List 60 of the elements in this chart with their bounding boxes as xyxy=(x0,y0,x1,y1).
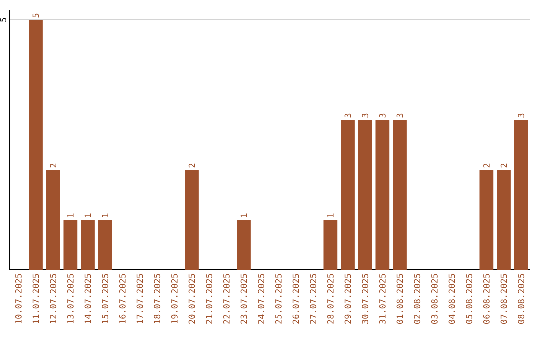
data-label: 1 xyxy=(68,214,74,218)
data-label: 3 xyxy=(362,114,369,118)
x-tick-label: 14.07.2025 xyxy=(84,274,92,324)
bar xyxy=(46,170,60,270)
data-label: 1 xyxy=(102,214,108,218)
x-tick-label: 20.07.2025 xyxy=(188,274,196,324)
x-tick-label: 16.07.2025 xyxy=(119,274,126,324)
data-label: 1 xyxy=(328,214,334,218)
x-tick-label: 28.07.2025 xyxy=(327,274,334,324)
x-tick-label: 21.07.2025 xyxy=(206,274,213,324)
x-tick-label: 24.07.2025 xyxy=(258,274,265,324)
data-label: 3 xyxy=(344,114,352,118)
x-tick-label: 27.07.2025 xyxy=(310,274,317,324)
data-label: 5 xyxy=(32,14,40,18)
bar xyxy=(341,120,355,270)
x-tick-label: 22.07.2025 xyxy=(223,274,230,324)
x-tick-label: 04.08.2025 xyxy=(448,274,456,324)
x-tick-label: 25.07.2025 xyxy=(275,274,282,324)
x-tick-label: 10.07.2025 xyxy=(15,274,22,324)
x-tick-label: 07.08.2025 xyxy=(500,274,508,324)
bar xyxy=(324,220,338,270)
bar xyxy=(480,170,494,270)
x-tick-label: 02.08.2025 xyxy=(414,274,421,324)
x-tick-label: 11.07.2025 xyxy=(32,274,40,324)
x-tick-label: 23.07.2025 xyxy=(240,274,248,324)
data-label: 2 xyxy=(188,164,196,168)
bar xyxy=(393,120,407,270)
data-label: 1 xyxy=(240,214,248,218)
bar xyxy=(237,220,251,270)
bar xyxy=(98,220,112,270)
x-tick-label: 26.07.2025 xyxy=(292,274,300,324)
bar xyxy=(358,120,372,270)
x-tick-label: 17.07.2025 xyxy=(136,274,144,324)
data-label: 3 xyxy=(379,114,386,118)
x-tick-label: 08.08.2025 xyxy=(518,274,525,324)
data-label: 2 xyxy=(50,164,56,168)
data-label: 2 xyxy=(500,164,508,168)
data-label: 2 xyxy=(484,164,490,168)
x-tick-label: 19.07.2025 xyxy=(171,274,178,324)
bar xyxy=(81,220,95,270)
bar xyxy=(64,220,78,270)
x-tick-label: 13.07.2025 xyxy=(67,274,74,324)
x-tick-label: 30.07.2025 xyxy=(362,274,369,324)
x-tick-label: 12.07.2025 xyxy=(50,274,57,324)
data-label: 3 xyxy=(396,114,404,118)
bar xyxy=(376,120,390,270)
x-tick-label: 29.07.2025 xyxy=(344,274,352,324)
x-tick-label: 03.08.2025 xyxy=(431,274,438,324)
x-tick-label: 01.08.2025 xyxy=(396,274,404,324)
bar xyxy=(497,170,511,270)
x-tick-label: 18.07.2025 xyxy=(154,274,161,324)
x-tick-label: 06.08.2025 xyxy=(483,274,490,324)
x-tick-label: 31.07.2025 xyxy=(379,274,386,324)
bar xyxy=(29,20,43,270)
x-tick-label: 15.07.2025 xyxy=(102,274,109,324)
x-tick-label: 05.08.2025 xyxy=(466,274,473,324)
bar xyxy=(514,120,528,270)
bar xyxy=(185,170,199,270)
data-label: 3 xyxy=(518,114,525,118)
data-label: 1 xyxy=(84,214,92,218)
